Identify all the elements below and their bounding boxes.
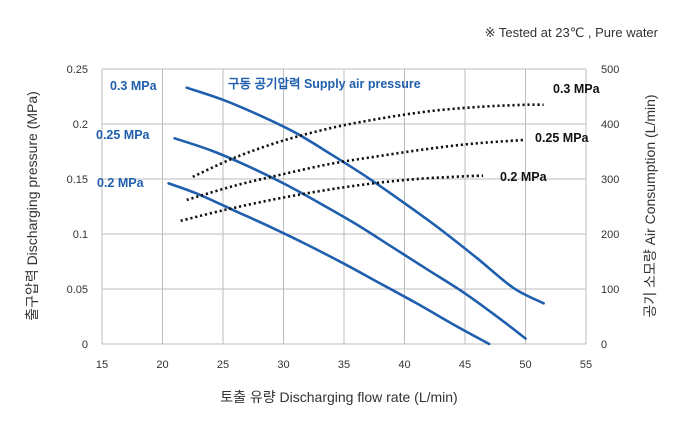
x-tick-label: 20 (156, 359, 168, 371)
y-right-tick-label: 100 (601, 284, 619, 296)
y-left-tick-label: 0.1 (73, 229, 88, 241)
y-axis-left-title: 출구압력 Discharging pressure (MPa) (24, 91, 40, 321)
pressure-lines (167, 86, 545, 346)
grid (101, 68, 587, 345)
x-axis-title: 토출 유량 Discharging flow rate (L/min) (220, 389, 457, 405)
y-right-tick-label: 200 (601, 229, 619, 241)
y-right-tick-label: 500 (601, 64, 619, 76)
air-label-0.2: 0.2 MPa (500, 170, 548, 184)
y-left-tick-label: 0.15 (67, 174, 88, 186)
x-tick-label: 25 (217, 359, 229, 371)
y-left-tick-label: 0 (82, 339, 88, 351)
y-right-tick-label: 400 (601, 119, 619, 131)
air-consumption-curve-2 (180, 174, 484, 223)
pressure-label-0.25: 0.25 MPa (96, 128, 151, 142)
x-tick-label: 30 (277, 359, 289, 371)
x-tick-label: 40 (398, 359, 410, 371)
pressure-label-0.2: 0.2 MPa (97, 176, 145, 190)
pressure-curve-1 (173, 137, 527, 340)
y-right-tick-label: 0 (601, 339, 607, 351)
y-axis-right-title: 공기 소모량 Air Consumption (L/min) (642, 94, 658, 317)
y-right-tick-label: 300 (601, 174, 619, 186)
pressure-curve-0 (185, 86, 545, 305)
test-note: ※ Tested at 23℃ , Pure water (485, 25, 659, 40)
tick-labels: 15 20 25 30 35 40 45 50 55 0 0.05 0.1 0.15 0.2 0.25 0 10… (67, 64, 620, 371)
pressure-label-0.3: 0.3 MPa (110, 79, 158, 93)
y-left-tick-label: 0.25 (67, 64, 88, 76)
x-tick-label: 45 (459, 359, 471, 371)
x-tick-label: 15 (96, 359, 108, 371)
air-lines (180, 103, 544, 223)
air-label-0.3: 0.3 MPa (553, 82, 601, 96)
air-label-0.25: 0.25 MPa (535, 131, 590, 145)
supply-air-subtitle: 구동 공기압력 Supply air pressure (228, 76, 421, 91)
y-left-tick-label: 0.05 (67, 284, 88, 296)
pressure-curve-2 (167, 182, 491, 346)
air-consumption-curve-0 (192, 103, 544, 178)
x-tick-label: 55 (580, 359, 592, 371)
x-tick-label: 35 (338, 359, 350, 371)
y-left-tick-label: 0.2 (73, 119, 88, 131)
x-tick-label: 50 (519, 359, 531, 371)
